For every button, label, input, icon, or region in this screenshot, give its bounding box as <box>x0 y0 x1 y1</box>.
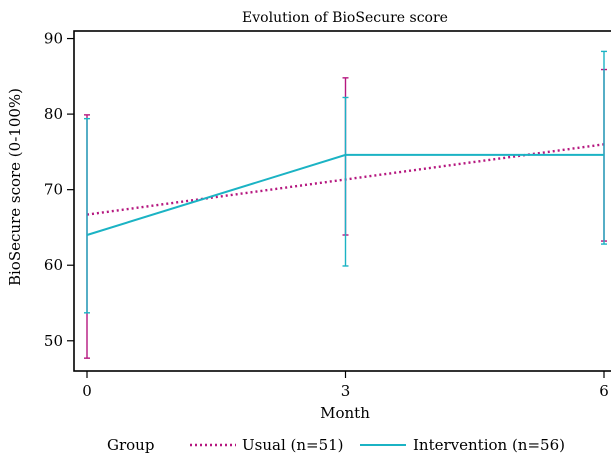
legend: Group Usual (n=51) Intervention (n=56) <box>107 436 565 454</box>
y-tick-label: 80 <box>44 105 63 123</box>
y-tick-label: 90 <box>44 30 63 48</box>
series-intervention <box>84 50 607 314</box>
x-axis: 0 3 6 <box>82 371 609 400</box>
legend-label-intervention: Intervention (n=56) <box>413 436 565 454</box>
chart-title: Evolution of BioSecure score <box>242 10 448 26</box>
series-line-intervention <box>86 153 604 236</box>
legend-title: Group <box>107 436 154 454</box>
x-tick-label: 3 <box>341 382 351 400</box>
plot-frame <box>73 30 611 372</box>
series-layer <box>84 50 607 359</box>
x-tick-label: 0 <box>82 382 92 400</box>
legend-label-usual: Usual (n=51) <box>242 436 344 454</box>
y-tick-label: 70 <box>44 181 63 199</box>
y-axis: 50 60 70 80 90 <box>44 30 74 350</box>
y-tick-label: 50 <box>44 332 63 350</box>
x-tick-label: 6 <box>599 382 609 400</box>
y-axis-title: BioSecure score (0-100%) <box>6 88 24 286</box>
x-axis-title: Month <box>320 404 370 422</box>
y-tick-label: 60 <box>44 256 63 274</box>
